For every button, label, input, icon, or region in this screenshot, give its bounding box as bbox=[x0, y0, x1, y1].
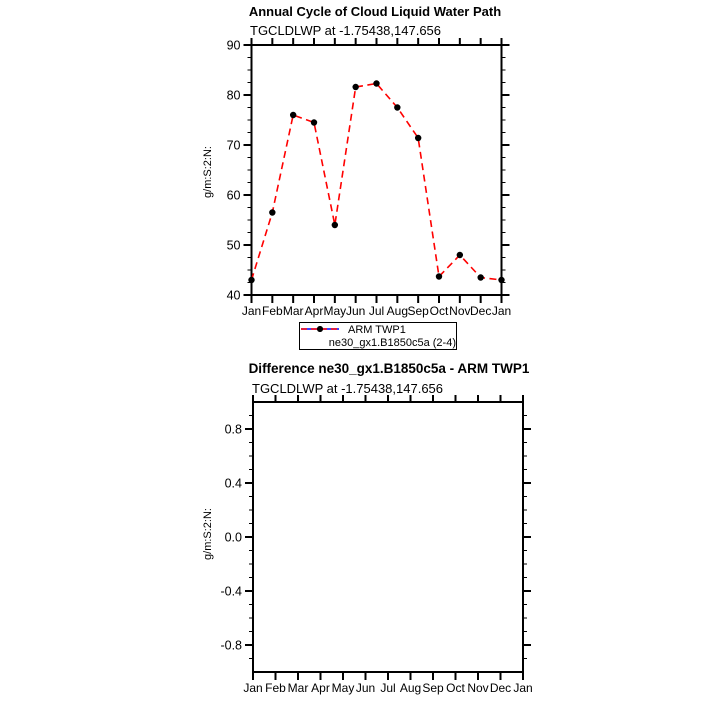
top-chart-subtitle: TGCLDLWP at -1.75438,147.656 bbox=[250, 23, 442, 38]
x-tick-label: Jan bbox=[492, 304, 511, 318]
data-point bbox=[373, 80, 380, 87]
y-tick-label: 50 bbox=[227, 239, 241, 253]
x-tick-label: Dec bbox=[470, 304, 491, 318]
data-point bbox=[289, 111, 297, 119]
x-ticks bbox=[252, 395, 524, 680]
data-point bbox=[352, 83, 359, 91]
y-major-ticks bbox=[245, 428, 531, 646]
x-tick-label: Jun bbox=[356, 681, 375, 695]
plot-frame bbox=[252, 401, 524, 673]
legend-item-ne30: ne30_gx1.B1850c5a (2-4) bbox=[301, 326, 456, 350]
x-tick-label: Jan bbox=[243, 681, 262, 695]
x-tick-label: Aug bbox=[387, 304, 408, 318]
y-tick-label: 0.4 bbox=[225, 477, 242, 491]
x-ticks bbox=[250, 38, 503, 303]
y-minor-ticks bbox=[249, 415, 527, 659]
data-point bbox=[456, 251, 464, 259]
plot-frame bbox=[250, 44, 503, 296]
data-point bbox=[435, 273, 443, 280]
data-point bbox=[498, 276, 505, 284]
data-point bbox=[414, 134, 422, 142]
x-tick-label: Nov bbox=[467, 681, 488, 695]
x-tick-label: May bbox=[323, 304, 346, 318]
x-tick-label: Apr bbox=[311, 681, 330, 695]
x-tick-label: Sep bbox=[422, 681, 444, 695]
y-tick-label: 80 bbox=[227, 89, 241, 103]
data-point bbox=[248, 276, 255, 284]
bottom-chart-y-axis-label: g/m:S:2:N: bbox=[202, 508, 214, 560]
data-point bbox=[394, 104, 401, 111]
x-tick-label: Aug bbox=[400, 681, 421, 695]
bottom-chart-subtitle: TGCLDLWP at -1.75438,147.656 bbox=[252, 381, 444, 396]
bottom-chart-title: Difference ne30_gx1.B1850c5a - ARM TWP1 bbox=[248, 361, 530, 376]
x-tick-label: Apr bbox=[305, 304, 324, 318]
y-tick-label: 0.0 bbox=[225, 531, 242, 545]
x-tick-label: Jan bbox=[513, 681, 532, 695]
legend-line-ne30-icon bbox=[301, 326, 339, 349]
x-tick-label: Mar bbox=[283, 304, 304, 318]
y-tick-labels: 0.8 0.4 0.0 -0.4 -0.8 bbox=[220, 423, 242, 653]
x-tick-label: Jan bbox=[242, 304, 261, 318]
y-tick-label: 90 bbox=[227, 39, 241, 53]
x-tick-label: Jul bbox=[380, 681, 395, 695]
y-tick-label: 60 bbox=[227, 189, 241, 203]
legend: ARM TWP1 ne30_gx1.B1850c5a (2-4) bbox=[299, 322, 457, 350]
x-tick-labels: Jan Feb Mar Apr May Jun Jul Aug Sep Oct Nov Dec Jan bbox=[242, 304, 511, 318]
x-tick-label: Mar bbox=[288, 681, 309, 695]
data-point bbox=[269, 209, 276, 216]
y-major-ticks bbox=[243, 44, 510, 296]
y-minor-ticks bbox=[247, 57, 506, 283]
legend-label-arm-twp1: ARM TWP1 bbox=[348, 324, 406, 337]
x-tick-label: Feb bbox=[262, 304, 283, 318]
x-tick-label: Jul bbox=[369, 304, 384, 318]
x-tick-label: Dec bbox=[490, 681, 511, 695]
x-tick-label: Oct bbox=[430, 304, 449, 318]
x-tick-label: Nov bbox=[449, 304, 470, 318]
series-line bbox=[250, 82, 502, 281]
x-tick-label: Jun bbox=[346, 304, 365, 318]
x-tick-label: Oct bbox=[446, 681, 465, 695]
x-tick-labels: Jan Feb Mar Apr May Jun Jul Aug Sep Oct Nov Dec Jan bbox=[243, 681, 532, 695]
data-point bbox=[310, 119, 318, 126]
data-point bbox=[477, 274, 484, 281]
series-markers bbox=[248, 80, 505, 284]
x-tick-label: Sep bbox=[407, 304, 429, 318]
y-tick-label: 0.8 bbox=[225, 423, 242, 437]
y-tick-label: 70 bbox=[227, 139, 241, 153]
x-tick-label: May bbox=[332, 681, 355, 695]
y-tick-label: -0.8 bbox=[220, 639, 242, 653]
x-tick-label: Feb bbox=[265, 681, 286, 695]
y-tick-labels: 40 50 60 70 80 90 bbox=[227, 39, 241, 303]
y-tick-label: 40 bbox=[227, 289, 241, 303]
top-chart-title: Annual Cycle of Cloud Liquid Water Path bbox=[248, 4, 502, 19]
data-point bbox=[331, 221, 339, 229]
legend-label-ne30: ne30_gx1.B1850c5a (2-4) bbox=[328, 336, 456, 349]
top-chart-y-axis-label: g/m:S:2:N: bbox=[202, 146, 214, 198]
y-tick-label: -0.4 bbox=[220, 585, 242, 599]
